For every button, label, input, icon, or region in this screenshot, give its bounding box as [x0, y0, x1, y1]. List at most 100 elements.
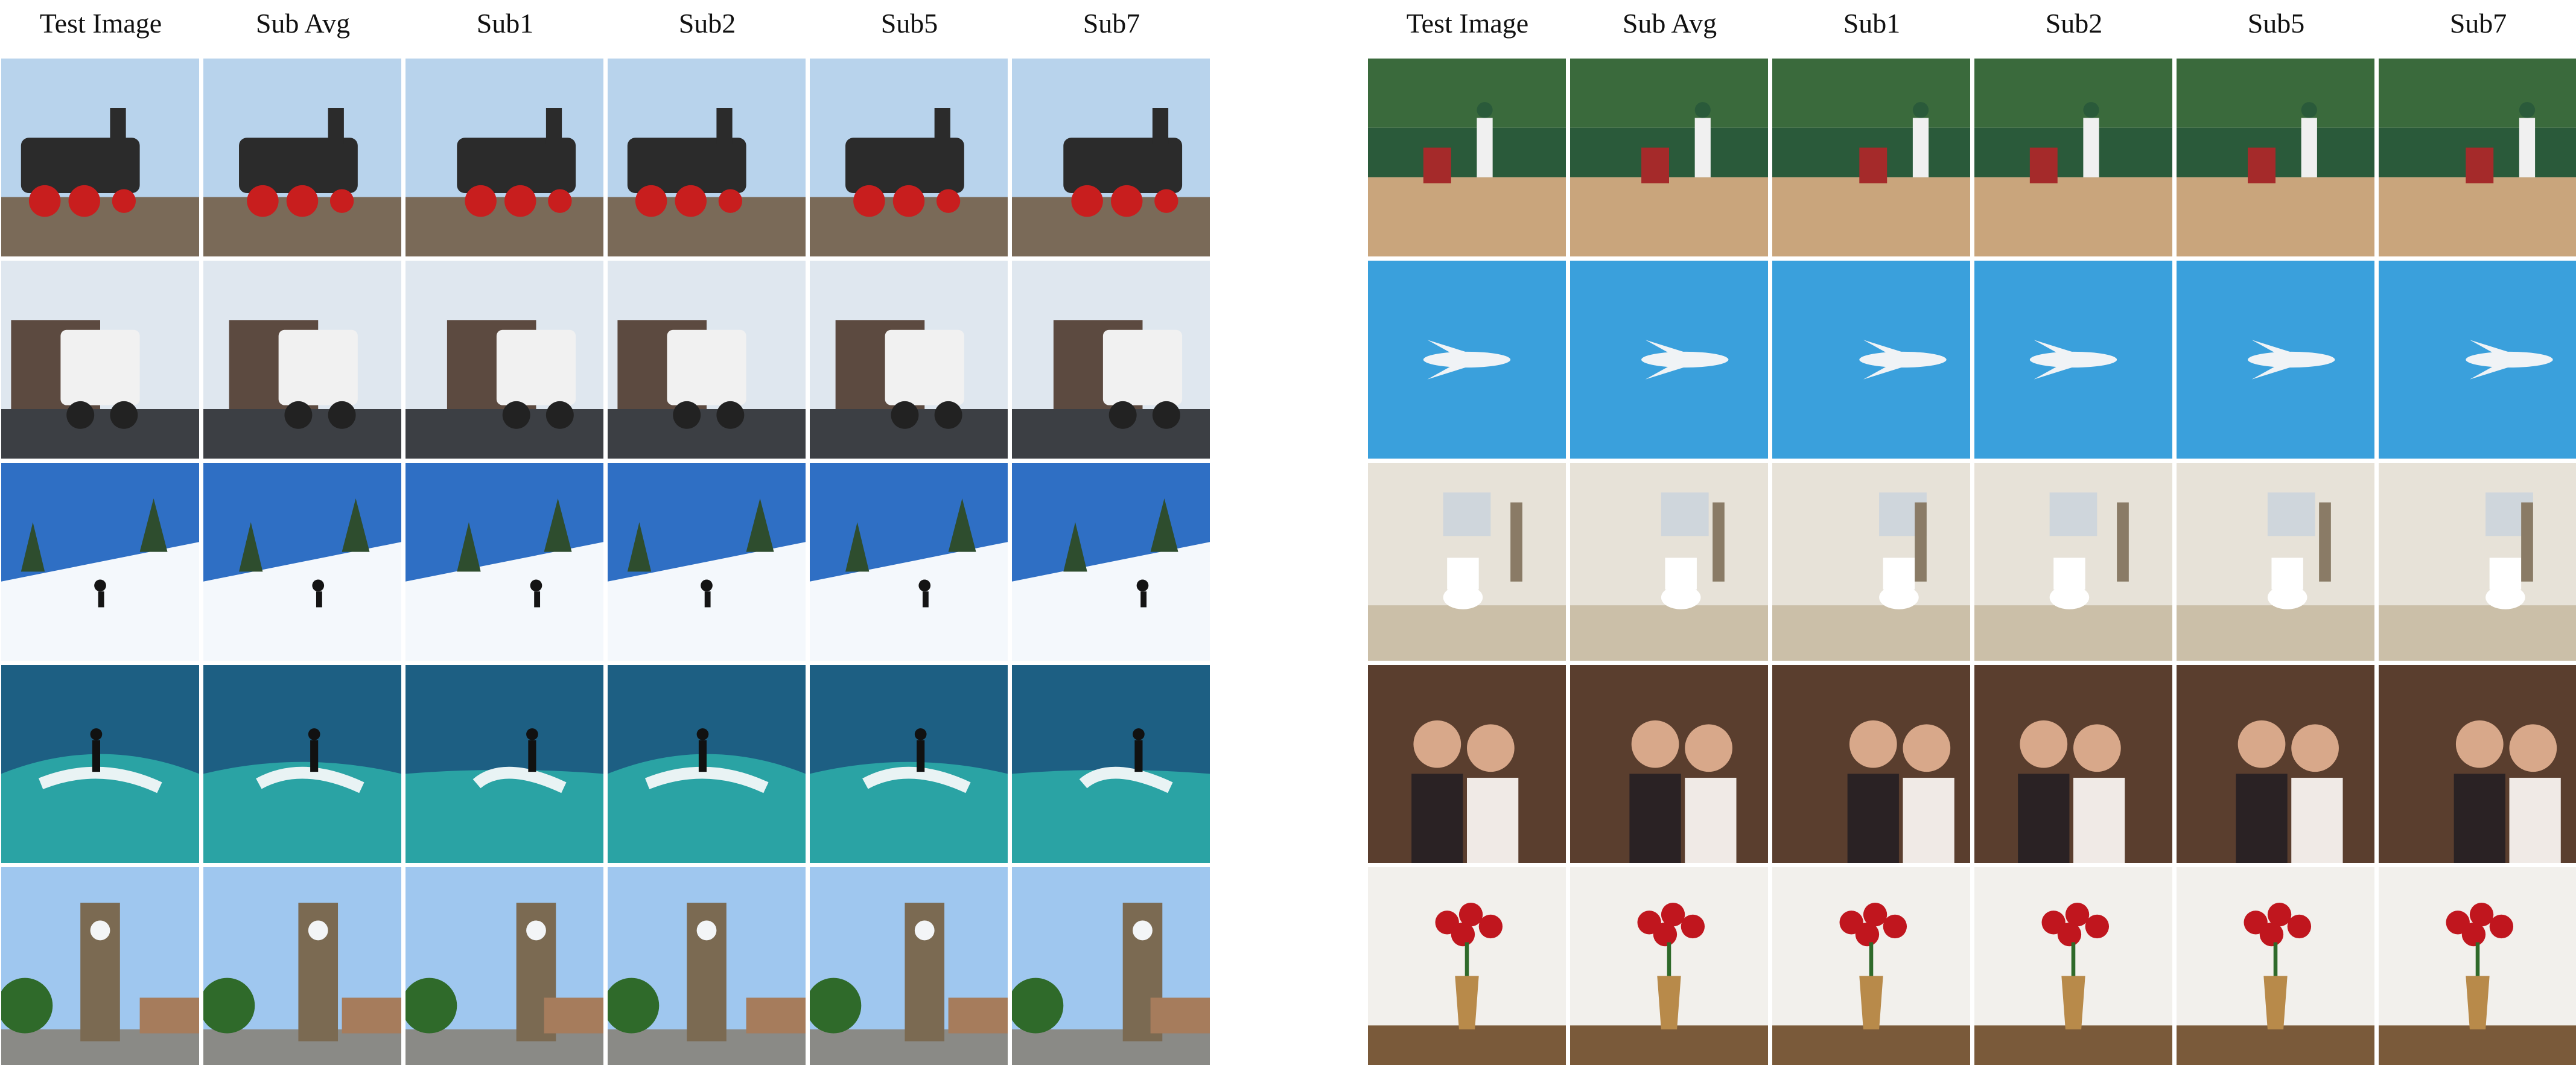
image-tile-skier-on-snowy-slope: [1, 463, 199, 661]
semi-truck-image: [1, 261, 199, 459]
surfer-on-wave-image: [203, 665, 401, 863]
surfer-on-wave-image: [810, 665, 1008, 863]
column-header: Test Image: [1406, 8, 1529, 39]
image-tile-semi-truck: [810, 261, 1008, 459]
image-tile-red-roses-in-vase: [2177, 867, 2374, 1065]
image-tile-bathroom-with-toilet: [1570, 463, 1768, 661]
image-tile-airplane-in-sky: [2379, 261, 2576, 459]
image-tile-red-roses-in-vase: [1974, 867, 2172, 1065]
column-header: Sub5: [2247, 8, 2305, 39]
skier-on-snowy-slope-image: [1, 463, 199, 661]
column-headers: Test Image Sub Avg Sub1 Sub2 Sub5 Sub7: [0, 0, 1219, 53]
image-tile-airplane-in-sky: [1368, 261, 1566, 459]
image-tile-semi-truck: [203, 261, 401, 459]
right-comparison-panel: Test Image Sub Avg Sub1 Sub2 Sub5 Sub7: [1367, 0, 2576, 1065]
image-tile-smiling-couple: [1368, 665, 1566, 863]
image-tile-baseball-batter-and-catcher: [1570, 59, 1768, 256]
image-tile-steam-locomotive: [1, 59, 199, 256]
image-tile-steam-locomotive: [1012, 59, 1210, 256]
left-comparison-panel: Test Image Sub Avg Sub1 Sub2 Sub5 Sub7: [0, 0, 1219, 1065]
surfer-on-wave-image: [1012, 665, 1210, 863]
airplane-in-sky-image: [2177, 261, 2374, 459]
clock-tower-town-image: [810, 867, 1008, 1065]
red-roses-in-vase-image: [2379, 867, 2576, 1065]
steam-locomotive-image: [810, 59, 1008, 256]
image-tile-skier-on-snowy-slope: [203, 463, 401, 661]
airplane-in-sky-image: [1772, 261, 1970, 459]
image-tile-red-roses-in-vase: [1570, 867, 1768, 1065]
semi-truck-image: [203, 261, 401, 459]
image-tile-bathroom-with-toilet: [1974, 463, 2172, 661]
baseball-batter-and-catcher-image: [1570, 59, 1768, 256]
image-tile-red-roses-in-vase: [2379, 867, 2576, 1065]
image-tile-semi-truck: [405, 261, 603, 459]
surfer-on-wave-image: [608, 665, 806, 863]
airplane-in-sky-image: [2379, 261, 2576, 459]
image-tile-clock-tower-town: [203, 867, 401, 1065]
column-headers: Test Image Sub Avg Sub1 Sub2 Sub5 Sub7: [1367, 0, 2576, 53]
column-header: Sub7: [2449, 8, 2507, 39]
clock-tower-town-image: [405, 867, 603, 1065]
image-tile-skier-on-snowy-slope: [405, 463, 603, 661]
airplane-in-sky-image: [1368, 261, 1566, 459]
skier-on-snowy-slope-image: [810, 463, 1008, 661]
clock-tower-town-image: [203, 867, 401, 1065]
red-roses-in-vase-image: [2177, 867, 2374, 1065]
image-tile-skier-on-snowy-slope: [810, 463, 1008, 661]
smiling-couple-image: [2379, 665, 2576, 863]
image-tile-baseball-batter-and-catcher: [2177, 59, 2374, 256]
smiling-couple-image: [1772, 665, 1970, 863]
image-tile-semi-truck: [1, 261, 199, 459]
baseball-batter-and-catcher-image: [1772, 59, 1970, 256]
smiling-couple-image: [1974, 665, 2172, 863]
image-tile-smiling-couple: [2379, 665, 2576, 863]
image-tile-surfer-on-wave: [1012, 665, 1210, 863]
image-tile-semi-truck: [1012, 261, 1210, 459]
airplane-in-sky-image: [1974, 261, 2172, 459]
image-tile-airplane-in-sky: [1772, 261, 1970, 459]
surfer-on-wave-image: [1, 665, 199, 863]
column-header: Sub2: [2045, 8, 2103, 39]
image-tile-bathroom-with-toilet: [1368, 463, 1566, 661]
image-tile-baseball-batter-and-catcher: [1368, 59, 1566, 256]
image-tile-smiling-couple: [1772, 665, 1970, 863]
column-header: Sub Avg: [1622, 8, 1717, 39]
smiling-couple-image: [2177, 665, 2374, 863]
column-header: Sub1: [1843, 8, 1901, 39]
image-tile-airplane-in-sky: [2177, 261, 2374, 459]
skier-on-snowy-slope-image: [203, 463, 401, 661]
bathroom-with-toilet-image: [1772, 463, 1970, 661]
image-tile-steam-locomotive: [203, 59, 401, 256]
airplane-in-sky-image: [1570, 261, 1768, 459]
image-tile-steam-locomotive: [405, 59, 603, 256]
red-roses-in-vase-image: [1570, 867, 1768, 1065]
bathroom-with-toilet-image: [2379, 463, 2576, 661]
image-tile-surfer-on-wave: [405, 665, 603, 863]
image-tile-steam-locomotive: [810, 59, 1008, 256]
steam-locomotive-image: [1012, 59, 1210, 256]
steam-locomotive-image: [203, 59, 401, 256]
bathroom-with-toilet-image: [1570, 463, 1768, 661]
image-tile-clock-tower-town: [1012, 867, 1210, 1065]
image-tile-red-roses-in-vase: [1368, 867, 1566, 1065]
red-roses-in-vase-image: [1368, 867, 1566, 1065]
image-tile-baseball-batter-and-catcher: [2379, 59, 2576, 256]
image-tile-surfer-on-wave: [203, 665, 401, 863]
column-header: Sub1: [476, 8, 534, 39]
baseball-batter-and-catcher-image: [1368, 59, 1566, 256]
image-tile-baseball-batter-and-catcher: [1974, 59, 2172, 256]
steam-locomotive-image: [1, 59, 199, 256]
image-tile-clock-tower-town: [810, 867, 1008, 1065]
image-tile-surfer-on-wave: [1, 665, 199, 863]
image-tile-airplane-in-sky: [1974, 261, 2172, 459]
image-tile-smiling-couple: [1570, 665, 1768, 863]
column-header: Sub5: [880, 8, 938, 39]
bathroom-with-toilet-image: [1974, 463, 2172, 661]
image-tile-clock-tower-town: [1, 867, 199, 1065]
column-header: Sub7: [1083, 8, 1140, 39]
image-tile-clock-tower-town: [608, 867, 806, 1065]
clock-tower-town-image: [1012, 867, 1210, 1065]
image-tile-airplane-in-sky: [1570, 261, 1768, 459]
image-tile-smiling-couple: [1974, 665, 2172, 863]
semi-truck-image: [405, 261, 603, 459]
